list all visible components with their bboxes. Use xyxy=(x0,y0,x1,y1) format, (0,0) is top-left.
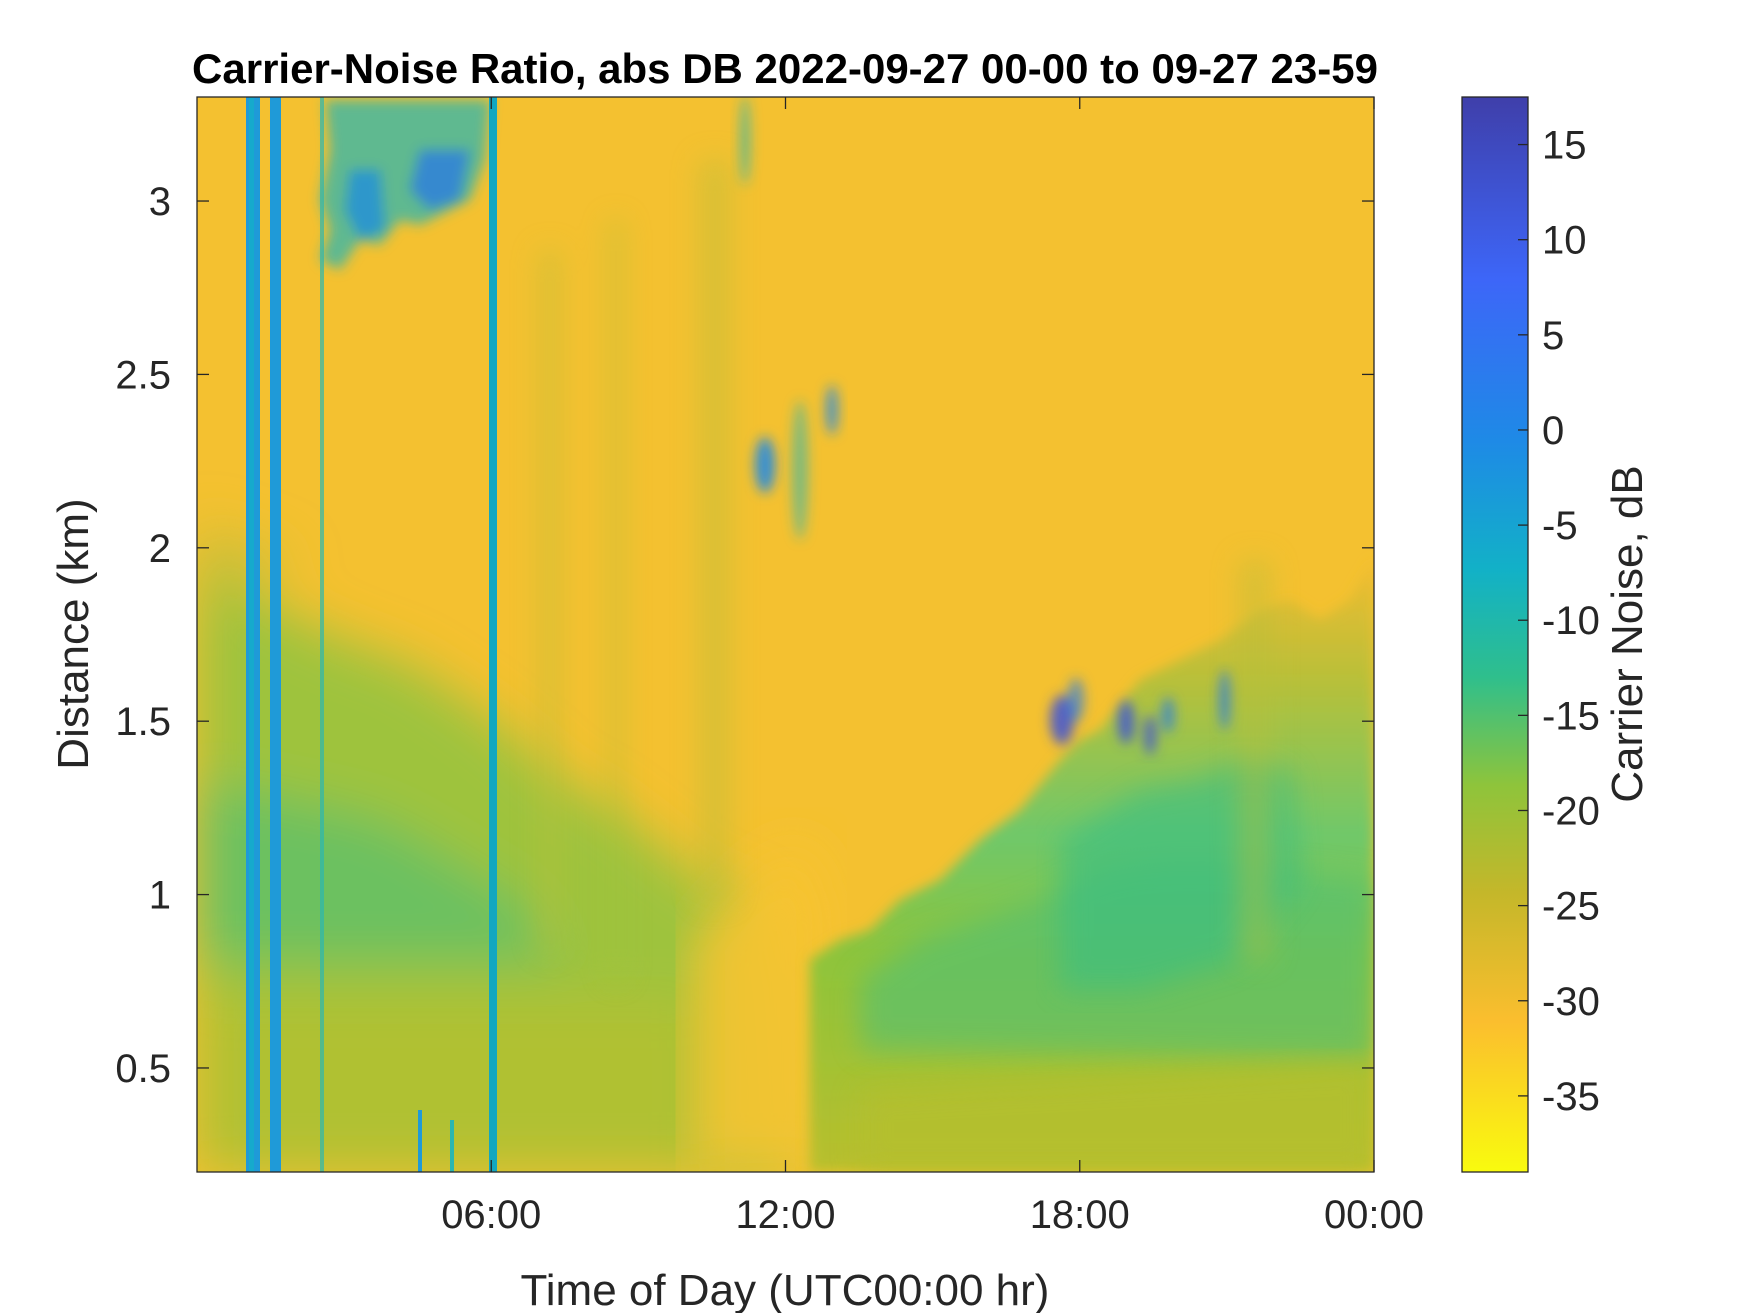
colorbar-tick-label: 0 xyxy=(1542,409,1564,453)
x-tick-label: 18:00 xyxy=(1030,1193,1130,1237)
x-axis-label: Time of Day (UTC00:00 hr) xyxy=(521,1266,1050,1313)
colorbar-tick-label: -10 xyxy=(1542,599,1600,643)
x-tick-label: 12:00 xyxy=(735,1193,835,1237)
y-tick-label: 0.5 xyxy=(115,1047,171,1091)
colorbar-tick-label: -35 xyxy=(1542,1075,1600,1119)
upper-streaks xyxy=(540,160,1270,980)
y-tick-label: 1.5 xyxy=(115,700,171,744)
y-axis-label: Distance (km) xyxy=(49,498,98,769)
colorbar-tick-label: 10 xyxy=(1542,219,1587,263)
high-snr-cells xyxy=(1050,670,1231,755)
noon-cloud-patch xyxy=(740,97,838,540)
x-tick-label: 06:00 xyxy=(441,1193,541,1237)
y-axis-ticks: 0.5 1 1.5 2 2.5 3 xyxy=(115,180,1374,1091)
colorbar-tick-label: -5 xyxy=(1542,504,1578,548)
y-tick-label: 2.5 xyxy=(115,353,171,397)
colorbar-label: Carrier Noise, dB xyxy=(1603,465,1652,802)
colorbar-ticks: 15 10 5 0 -5 -10 -15 -20 -25 -30 -35 xyxy=(1518,124,1600,1119)
x-tick-label: 00:00 xyxy=(1324,1193,1424,1237)
y-tick-label: 1 xyxy=(149,874,171,918)
y-tick-label: 3 xyxy=(149,180,171,224)
noon-clear-region xyxy=(690,840,833,1172)
chart-title: Carrier-Noise Ratio, abs DB 2022-09-27 0… xyxy=(192,45,1378,92)
x-axis-ticks: 06:00 12:00 18:00 00:00 xyxy=(441,97,1424,1237)
colorbar-tick-label: 5 xyxy=(1542,314,1564,358)
colorbar-tick-label: -20 xyxy=(1542,789,1600,833)
heatmap-field xyxy=(197,97,1374,1172)
colorbar-tick-label: -15 xyxy=(1542,694,1600,738)
high-cloud xyxy=(320,100,490,270)
colorbar-gradient xyxy=(1461,96,1529,1173)
vertical-stripes xyxy=(246,97,497,1172)
colorbar: 15 10 5 0 -5 -10 -15 -20 -25 -30 -35 Carrier Noise… xyxy=(1461,96,1652,1173)
colorbar-tick-label: -30 xyxy=(1542,980,1600,1024)
colorbar-tick-label: 15 xyxy=(1542,124,1587,168)
y-tick-label: 2 xyxy=(149,527,171,571)
colorbar-tick-label: -25 xyxy=(1542,885,1600,929)
